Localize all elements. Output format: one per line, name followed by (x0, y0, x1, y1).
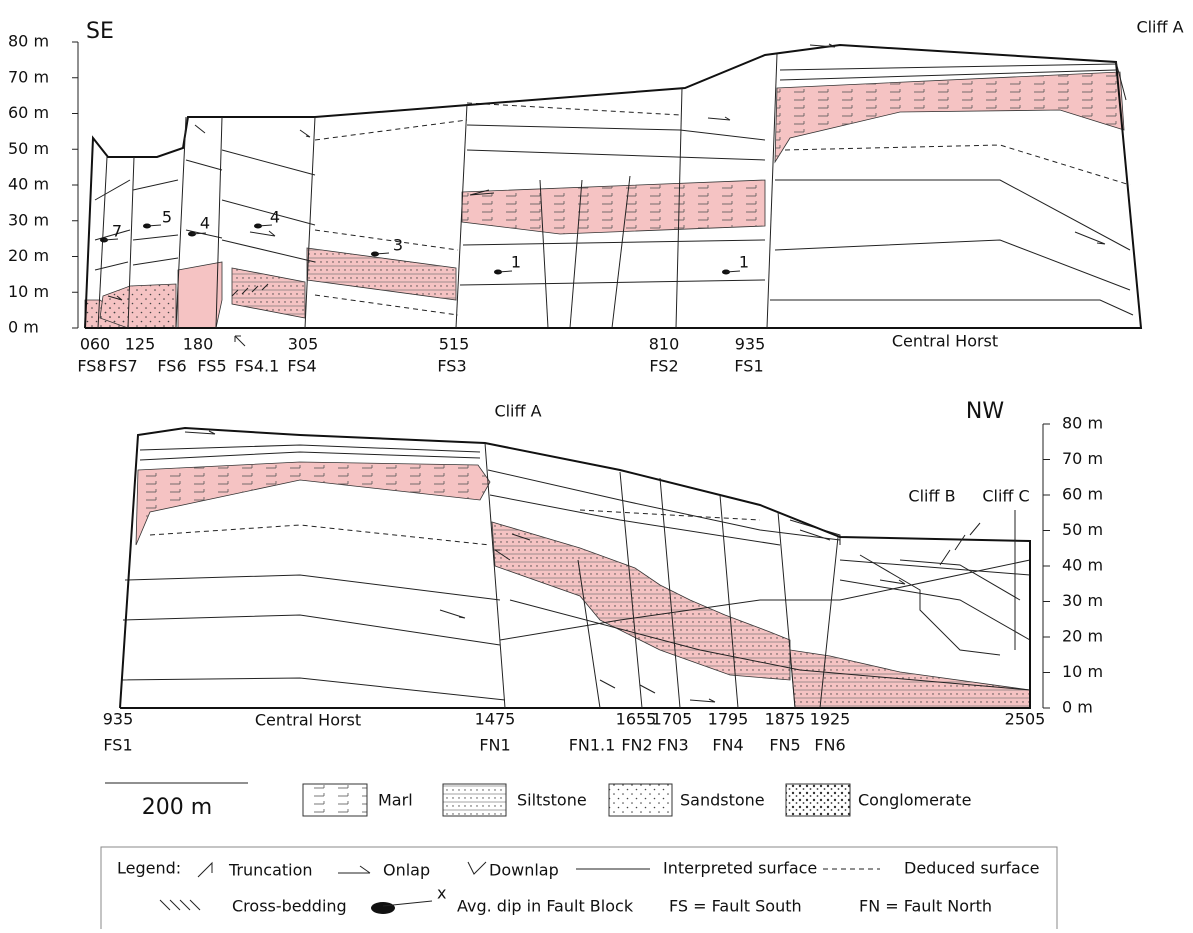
fault-label: FN2 (621, 736, 652, 755)
legend-text: Interpreted surface (663, 859, 817, 878)
dip-value: 4 (270, 208, 280, 227)
distance-label: 60 (90, 335, 110, 354)
fault-label: FN1 (479, 736, 510, 755)
lithology-label: Conglomerate (858, 791, 971, 810)
scale-label: 200 m (142, 795, 212, 820)
distance-label: 2505 (1005, 710, 1046, 729)
distance-label: 1475 (475, 710, 516, 729)
lithology-label: Siltstone (517, 791, 587, 810)
legend-text: Onlap (383, 861, 430, 880)
dip-value: 7 (112, 222, 122, 241)
fault-label: FN5 (769, 736, 800, 755)
fault-label: FN3 (657, 736, 688, 755)
dip-value: 1 (511, 253, 521, 272)
y-axis-label: 50 m (8, 139, 49, 158)
y-axis-label: 0 m (1062, 698, 1093, 717)
legend-text: FS = Fault South (669, 897, 802, 916)
fault-label: FS4.1 (235, 357, 280, 376)
pink-layers (136, 462, 1030, 708)
distance-label: 1875 (765, 710, 806, 729)
y-axis-label: 60 m (1062, 485, 1103, 504)
distance-label: 1795 (708, 710, 749, 729)
distance-label: 1705 (652, 710, 693, 729)
legend-text: Legend: (117, 859, 181, 878)
legend-text: Downlap (489, 861, 559, 880)
lithology-label: Marl (378, 791, 413, 810)
legend-text: FN = Fault North (859, 897, 992, 916)
distance-label: 1655 (616, 710, 657, 729)
distance-label: 0 (80, 335, 90, 354)
cliff-label: Cliff A (494, 402, 541, 421)
fault-label: FS8 (77, 357, 106, 376)
y-axis-label: 30 m (8, 210, 49, 229)
fault-label: FN4 (712, 736, 743, 755)
cliff-label: Cliff A (1136, 18, 1183, 37)
legend-text: Avg. dip in Fault Block (457, 897, 634, 916)
y-axis-label: 70 m (8, 67, 49, 86)
side-label: SE (86, 19, 114, 44)
bottom-section (120, 424, 1043, 708)
legend-text: Cross-bedding (232, 897, 347, 916)
fault-label: FS1 (103, 736, 132, 755)
y-axis-label: 10 m (8, 282, 49, 301)
distance-label: 1925 (810, 710, 851, 729)
lithology-label: Sandstone (680, 791, 765, 810)
dip-value: 3 (393, 236, 403, 255)
y-axis-label: 10 m (1062, 662, 1103, 681)
legend-text: Deduced surface (904, 859, 1039, 878)
central-horst-label: Central Horst (892, 332, 998, 351)
page: Geological cross-section {"top_section":… (0, 0, 1193, 929)
distance-label: 305 (288, 335, 319, 354)
fault-label: FS6 (157, 357, 186, 376)
y-axis-label: 80 m (1062, 414, 1103, 433)
distance-label: 810 (649, 335, 680, 354)
legend-text: x (437, 884, 446, 903)
y-axis-label: 20 m (8, 246, 49, 265)
side-label: NW (966, 399, 1004, 424)
fault-label: FS2 (649, 357, 678, 376)
fault-label: FS3 (437, 357, 466, 376)
y-axis-label: 40 m (1062, 556, 1103, 575)
body: SECliff A80 m70 m60 m50 m40 m30 m20 m10 … (0, 0, 1193, 929)
dip-value: 5 (162, 208, 172, 227)
distance-label: 180 (183, 335, 214, 354)
y-axis-label: 80 m (8, 32, 49, 51)
cliff-label: Cliff B (908, 487, 955, 506)
figure: SECliff A80 m70 m60 m50 m40 m30 m20 m10 … (0, 0, 1193, 929)
y-axis-label: 60 m (8, 103, 49, 122)
y-axis-label: 40 m (8, 175, 49, 194)
y-axis-label: 20 m (1062, 627, 1103, 646)
central-horst-label: Central Horst (255, 711, 361, 730)
fault-label: FS4 (287, 357, 316, 376)
fault-label: FS5 (197, 357, 226, 376)
dip-value: 4 (200, 214, 210, 233)
distance-label: 515 (439, 335, 470, 354)
fault-label: FN1.1 (569, 736, 616, 755)
fault-label: FS1 (734, 357, 763, 376)
distance-label: 935 (735, 335, 766, 354)
y-axis-label: 50 m (1062, 520, 1103, 539)
dip-value: 1 (739, 253, 749, 272)
fault-label: FS7 (108, 357, 137, 376)
distance-label: 935 (103, 710, 134, 729)
top-section (78, 42, 1141, 346)
distance-label: 125 (125, 335, 156, 354)
fault-label: FN6 (814, 736, 845, 755)
cliff-label: Cliff C (982, 487, 1029, 506)
y-axis-label: 30 m (1062, 591, 1103, 610)
y-axis-label: 0 m (8, 318, 39, 337)
legend-text: Truncation (228, 861, 313, 880)
y-axis-label: 70 m (1062, 449, 1103, 468)
